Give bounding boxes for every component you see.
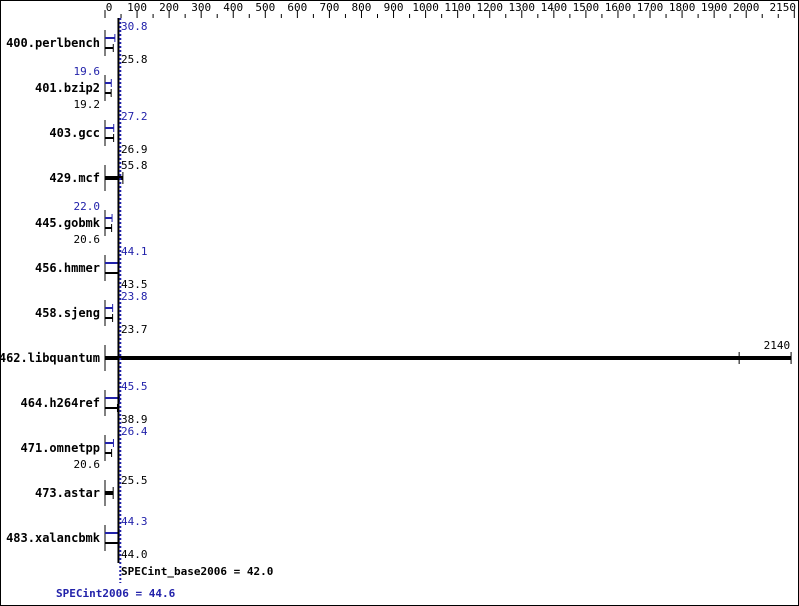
x-tick-label: 1000 [412, 1, 439, 14]
peak-value-label: 45.5 [121, 380, 148, 393]
x-tick-label: 1800 [669, 1, 696, 14]
x-tick-label: 1900 [701, 1, 728, 14]
x-tick-label: 100 [127, 1, 147, 14]
x-tick-label: 1700 [637, 1, 664, 14]
x-tick-label: 800 [352, 1, 372, 14]
benchmark-label: 403.gcc [49, 126, 100, 140]
x-tick-label: 0 [106, 1, 113, 14]
x-tick-label: 1600 [605, 1, 632, 14]
x-tick-label: 600 [287, 1, 307, 14]
base-value-label: 20.6 [74, 458, 101, 471]
base-value-label: 2140 [764, 339, 791, 352]
x-tick-label: 1100 [444, 1, 471, 14]
x-tick-label: 2150 [770, 1, 797, 14]
benchmark-label: 483.xalancbmk [6, 531, 101, 545]
peak-value-label: 19.6 [74, 65, 101, 78]
x-tick-label: 500 [255, 1, 275, 14]
base-value-label: 25.5 [121, 474, 148, 487]
base-value-label: 23.7 [121, 323, 148, 336]
x-tick-label: 2000 [733, 1, 760, 14]
x-tick-label: 1400 [541, 1, 568, 14]
peak-value-label: 22.0 [74, 200, 101, 213]
x-tick-label: 300 [191, 1, 211, 14]
base-value-label: 43.5 [121, 278, 148, 291]
peak-value-label: 30.8 [121, 20, 148, 33]
base-value-label: 19.2 [74, 98, 101, 111]
benchmark-label: 473.astar [35, 486, 100, 500]
benchmark-label: 471.omnetpp [21, 441, 100, 455]
peak-value-label: 27.2 [121, 110, 148, 123]
benchmark-label: 429.mcf [49, 171, 100, 185]
peak-value-label: 44.3 [121, 515, 148, 528]
peak-value-label: 44.1 [121, 245, 148, 258]
benchmark-label: 401.bzip2 [35, 81, 100, 95]
base-value-label: 44.0 [121, 548, 148, 561]
peak-mean-label: SPECint2006 = 44.6 [56, 587, 176, 600]
benchmark-label: 445.gobmk [35, 216, 101, 230]
benchmark-label: 462.libquantum [0, 351, 100, 365]
peak-value-label: 23.8 [121, 290, 148, 303]
peak-value-label: 26.4 [121, 425, 148, 438]
base-value-label: 26.9 [121, 143, 148, 156]
x-tick-label: 1300 [509, 1, 536, 14]
base-value-label: 55.8 [121, 159, 148, 172]
x-tick-label: 900 [384, 1, 404, 14]
base-value-label: 25.8 [121, 53, 148, 66]
x-tick-label: 1200 [476, 1, 503, 14]
x-tick-label: 200 [159, 1, 179, 14]
benchmark-label: 400.perlbench [6, 36, 100, 50]
base-value-label: 20.6 [74, 233, 101, 246]
x-tick-label: 700 [319, 1, 339, 14]
benchmark-label: 458.sjeng [35, 306, 100, 320]
benchmark-label: 464.h264ref [21, 396, 100, 410]
base-value-label: 38.9 [121, 413, 148, 426]
benchmark-label: 456.hmmer [35, 261, 100, 275]
base-mean-label: SPECint_base2006 = 42.0 [121, 565, 273, 578]
x-tick-label: 1500 [573, 1, 600, 14]
x-tick-label: 400 [223, 1, 243, 14]
